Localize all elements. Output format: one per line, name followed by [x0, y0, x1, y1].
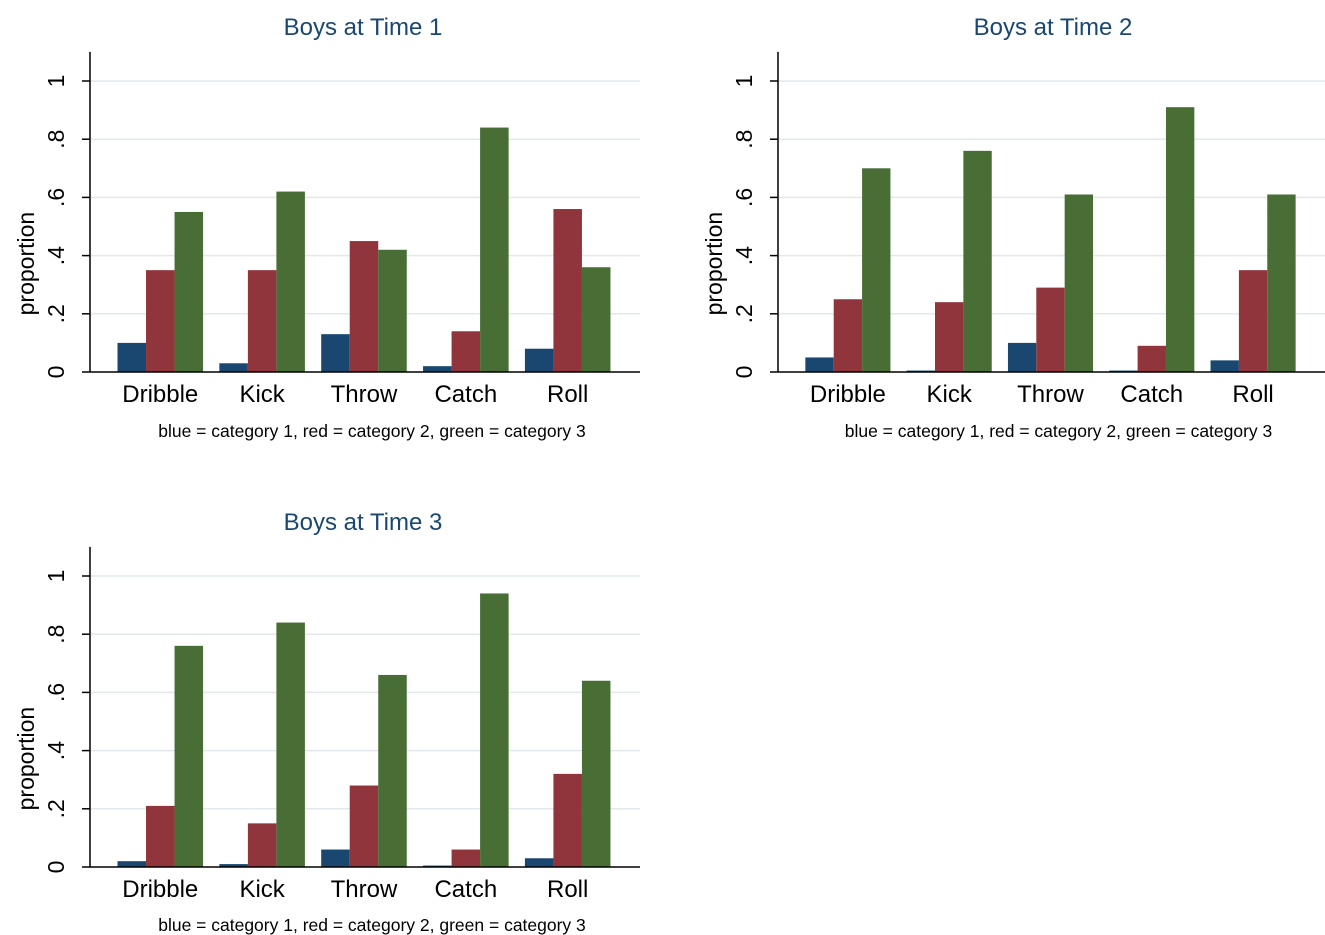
y-tick-label: 1	[43, 570, 69, 583]
bar	[451, 849, 481, 867]
y-tick-label: .8	[43, 625, 69, 644]
bar	[247, 270, 277, 372]
y-tick-label: .4	[43, 246, 69, 265]
x-tick-label: Dribble	[122, 876, 198, 903]
panel-3: Dribble Kick Throw Catch Roll 0 .2 .4 .6 .8 1 propo…	[13, 509, 640, 935]
y-tick-label: 0	[43, 366, 69, 379]
y-tick-label: .6	[731, 188, 757, 207]
axis-note: blue = category 1, red = category 2, gre…	[158, 915, 586, 935]
y-tick-label: .8	[43, 130, 69, 149]
x-tick-label: Throw	[331, 876, 398, 903]
bar	[862, 168, 891, 372]
y-tick-label: 0	[731, 366, 757, 379]
y-tick-label: 1	[731, 75, 757, 88]
y-tick-label: .2	[43, 304, 69, 323]
y-tick-label: .4	[731, 246, 757, 265]
y-tick-label: .4	[43, 741, 69, 760]
x-tick-label: Throw	[1017, 381, 1084, 408]
axis-note: blue = category 1, red = category 2, gre…	[845, 421, 1273, 441]
bar	[1165, 107, 1195, 372]
bar	[935, 302, 964, 372]
bar	[349, 785, 379, 867]
bar	[553, 209, 582, 372]
bar	[581, 680, 611, 867]
y-tick-label: .2	[43, 799, 69, 818]
bar	[451, 331, 481, 372]
y-tick-label: 1	[43, 75, 69, 88]
panel-title: Boys at Time 1	[284, 14, 443, 41]
bar	[349, 241, 379, 372]
x-tick-label: Catch	[434, 381, 497, 408]
bar	[524, 858, 554, 867]
y-axis-title: proportion	[701, 212, 727, 316]
bar	[174, 211, 204, 372]
bar	[219, 363, 248, 372]
y-tick-label: .6	[43, 683, 69, 702]
y-axis-title: proportion	[13, 707, 39, 811]
bar	[1210, 360, 1239, 372]
x-tick-label: Catch	[434, 876, 497, 903]
bar	[480, 593, 509, 867]
y-tick-label: .6	[43, 188, 69, 207]
x-tick-label: Catch	[1120, 381, 1183, 408]
x-tick-label: Dribble	[810, 381, 886, 408]
bar	[1137, 345, 1166, 372]
bar	[581, 267, 611, 372]
bar	[963, 150, 992, 372]
x-tick-label: Roll	[547, 876, 588, 903]
bar	[276, 191, 305, 372]
bar	[219, 864, 248, 867]
x-tick-label: Kick	[239, 381, 285, 408]
bar	[1007, 342, 1037, 372]
x-tick-label: Kick	[239, 876, 285, 903]
x-tick-label: Roll	[547, 381, 588, 408]
bar	[146, 805, 175, 867]
y-tick-label: 0	[43, 861, 69, 874]
bar	[805, 357, 834, 372]
bar	[174, 645, 204, 867]
panel-1: Dribble Kick Throw Catch Roll 0 .2 .4 .6 .8 1 propo…	[13, 14, 640, 441]
bar	[247, 823, 277, 867]
bar	[423, 366, 452, 372]
bar	[378, 674, 407, 867]
bar	[1238, 270, 1268, 372]
x-tick-label: Dribble	[122, 381, 198, 408]
panel-2: Dribble Kick Throw Catch Roll 0 .2 .4 .6 .8 1 propo…	[701, 14, 1325, 441]
bar	[1064, 194, 1094, 372]
panel-title: Boys at Time 2	[974, 14, 1133, 41]
bar	[378, 249, 407, 372]
bar	[524, 348, 554, 372]
bar	[117, 861, 147, 867]
x-tick-label: Kick	[927, 381, 973, 408]
bar	[1036, 287, 1065, 372]
y-axis-title: proportion	[13, 212, 39, 316]
axis-note: blue = category 1, red = category 2, gre…	[158, 421, 586, 441]
bar	[321, 849, 350, 867]
bar	[553, 773, 582, 867]
x-tick-label: Roll	[1232, 381, 1273, 408]
panel-title: Boys at Time 3	[284, 509, 443, 536]
x-tick-label: Throw	[331, 381, 398, 408]
bar	[833, 299, 863, 372]
bar	[117, 342, 147, 372]
bar	[321, 334, 350, 372]
bar	[1267, 194, 1296, 372]
bar	[276, 622, 305, 867]
bar	[480, 127, 509, 372]
y-tick-label: .8	[731, 130, 757, 149]
bar	[146, 270, 175, 372]
y-tick-label: .2	[731, 304, 757, 323]
